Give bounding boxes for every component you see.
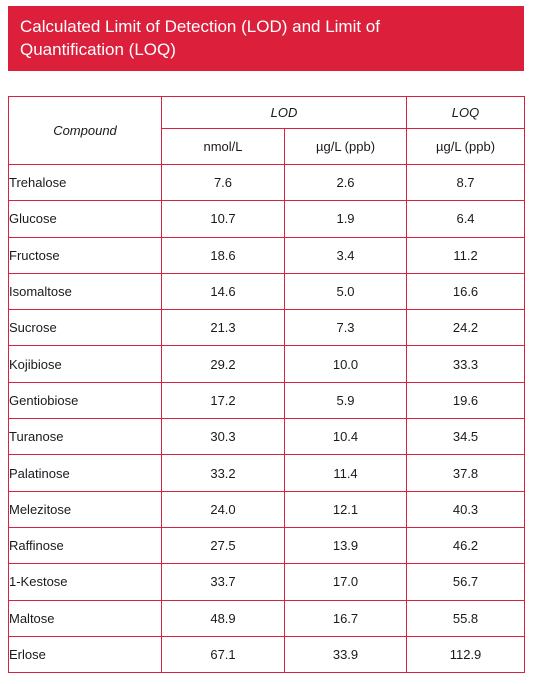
lod-nmol-cell: 14.6	[161, 272, 285, 311]
lod-nmol-cell: 48.9	[161, 599, 285, 637]
lod-nmol-cell: 27.5	[161, 526, 285, 565]
table-row: Gentiobiose 17.2 5.9 19.6	[8, 381, 526, 420]
title-line-1: Calculated Limit of Detection (LOD) and …	[20, 17, 380, 36]
compound-cell: 1-Kestose	[8, 563, 162, 601]
table-row: Melezitose 24.0 12.1 40.3	[8, 490, 526, 528]
loq-ug-cell: 6.4	[406, 200, 526, 238]
lod-nmol-cell: 24.0	[161, 490, 285, 528]
lod-ug-cell: 7.3	[283, 309, 408, 347]
lod-nmol-cell: 33.2	[161, 454, 285, 492]
loq-ug-cell: 8.7	[406, 163, 526, 202]
loq-ug-cell: 33.3	[406, 345, 526, 383]
lod-loq-table: Compound LOD LOQ nmol/L µg/L (ppb) µg/L …	[8, 96, 526, 674]
compound-cell: Fructose	[8, 236, 162, 274]
loq-ug-cell: 55.8	[406, 599, 526, 637]
lod-nmol-cell: 30.3	[161, 418, 285, 456]
compound-cell: Melezitose	[8, 490, 162, 528]
compound-cell: Glucose	[8, 200, 162, 238]
lod-ug-cell: 10.0	[283, 345, 408, 383]
table-row: Isomaltose 14.6 5.0 16.6	[8, 272, 526, 311]
table-row: Turanose 30.3 10.4 34.5	[8, 418, 526, 456]
lod-ug-cell: 2.6	[283, 163, 408, 202]
compound-cell: Erlose	[8, 635, 162, 674]
lod-ug-cell: 13.9	[283, 526, 408, 565]
lod-nmol-cell: 21.3	[161, 309, 285, 347]
lod-nmol-cell: 29.2	[161, 345, 285, 383]
loq-ug-cell: 34.5	[406, 418, 526, 456]
compound-cell: Maltose	[8, 599, 162, 637]
table-row: Raffinose 27.5 13.9 46.2	[8, 526, 526, 565]
table-row: Maltose 48.9 16.7 55.8	[8, 599, 526, 637]
compound-cell: Raffinose	[8, 526, 162, 565]
lod-group-header: LOD	[160, 96, 408, 129]
compound-cell: Turanose	[8, 418, 162, 456]
compound-cell: Gentiobiose	[8, 381, 162, 420]
group-header-row: Compound LOD LOQ	[8, 96, 526, 165]
loq-ug-cell: 40.3	[406, 490, 526, 528]
table-row: Glucose 10.7 1.9 6.4	[8, 200, 526, 238]
loq-ug-cell: 46.2	[406, 526, 526, 565]
lod-ug-cell: 16.7	[283, 599, 408, 637]
lod-ug-cell: 12.1	[283, 490, 408, 528]
lod-nmol-cell: 18.6	[161, 236, 285, 274]
lod-ug-cell: 17.0	[283, 563, 408, 601]
table-row: Fructose 18.6 3.4 11.2	[8, 236, 526, 274]
loq-ug-cell: 19.6	[406, 381, 526, 420]
loq-ug-cell: 11.2	[406, 236, 526, 274]
lod-ug-cell: 3.4	[283, 236, 408, 274]
compound-cell: Kojibiose	[8, 345, 162, 383]
compound-cell: Trehalose	[8, 163, 162, 202]
table-row: Palatinose 33.2 11.4 37.8	[8, 454, 526, 492]
loq-ug-cell: 112.9	[406, 635, 526, 674]
loq-ug-cell: 56.7	[406, 563, 526, 601]
table-row: 1-Kestose 33.7 17.0 56.7	[8, 563, 526, 601]
loq-group-header: LOQ	[406, 96, 526, 129]
loq-ug-cell: 16.6	[406, 272, 526, 311]
unit-header-lod-ug: µg/L (ppb)	[283, 128, 408, 165]
lod-nmol-cell: 10.7	[161, 200, 285, 238]
lod-ug-cell: 33.9	[283, 635, 408, 674]
lod-ug-cell: 5.9	[283, 381, 408, 420]
table-body: Trehalose 7.6 2.6 8.7 Glucose 10.7 1.9 6…	[8, 163, 526, 674]
unit-header-row: nmol/L µg/L (ppb) µg/L (ppb)	[9, 128, 526, 165]
lod-ug-cell: 5.0	[283, 272, 408, 311]
lod-ug-cell: 1.9	[283, 200, 408, 238]
lod-nmol-cell: 67.1	[161, 635, 285, 674]
lod-ug-cell: 11.4	[283, 454, 408, 492]
compound-cell: Palatinose	[8, 454, 162, 492]
title-line-2: Quantification (LOQ)	[20, 40, 176, 59]
table-row: Kojibiose 29.2 10.0 33.3	[8, 345, 526, 383]
loq-ug-cell: 24.2	[406, 309, 526, 347]
title-banner: Calculated Limit of Detection (LOD) and …	[8, 6, 524, 71]
compound-cell: Isomaltose	[8, 272, 162, 311]
lod-nmol-cell: 17.2	[161, 381, 285, 420]
loq-ug-cell: 37.8	[406, 454, 526, 492]
table-row: Sucrose 21.3 7.3 24.2	[8, 309, 526, 347]
compound-header: Compound	[8, 96, 162, 165]
table-row: Trehalose 7.6 2.6 8.7	[8, 163, 526, 202]
unit-header-lod-nmol: nmol/L	[161, 128, 285, 165]
lod-nmol-cell: 33.7	[161, 563, 285, 601]
table-row: Erlose 67.1 33.9 112.9	[8, 635, 526, 674]
lod-ug-cell: 10.4	[283, 418, 408, 456]
lod-nmol-cell: 7.6	[161, 163, 285, 202]
unit-header-loq-ug: µg/L (ppb)	[406, 128, 526, 165]
compound-cell: Sucrose	[8, 309, 162, 347]
